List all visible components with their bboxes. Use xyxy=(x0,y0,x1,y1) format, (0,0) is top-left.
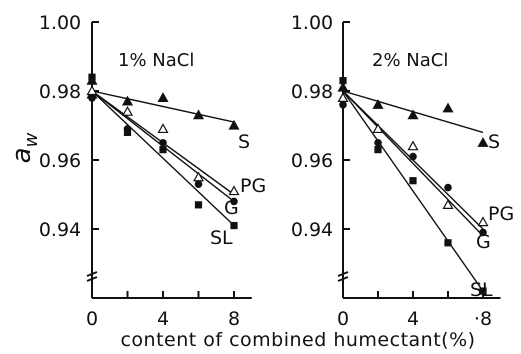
panel-2-point-g xyxy=(374,138,382,147)
panel-1-point-sl xyxy=(123,128,132,136)
panel-1-point-pg xyxy=(228,185,240,196)
panel-2-x-tick-label: ·8 xyxy=(474,308,492,330)
panel-2-point-s xyxy=(477,137,489,147)
panel-1-point-g xyxy=(88,94,96,102)
panel-1-y-tick-label: 0.98 xyxy=(39,81,81,103)
panel-1-series-label-g: G xyxy=(224,197,239,219)
panel-1-point-sl xyxy=(194,201,203,209)
panel-1-fit-line-sl xyxy=(91,90,235,227)
panel-1-x-tick-label: 8 xyxy=(228,308,240,330)
panel-1-point-s xyxy=(228,119,240,130)
panel-1-y-tick-label: 0.96 xyxy=(39,150,81,172)
panel-1-series-label-pg: PG xyxy=(240,175,266,197)
panel-1-point-s xyxy=(121,95,134,106)
panel-1-series-label-s: S xyxy=(238,131,250,153)
panel-2: 0.94 0.96 0.98 1.00 0 4 ·8 S PG G SL 2% NaCl xyxy=(291,12,514,330)
panel-1-point-pg xyxy=(121,105,134,116)
panel-1-point-s xyxy=(192,109,205,120)
panel-2-point-pg xyxy=(407,140,419,151)
panel-2-point-s xyxy=(337,81,349,92)
panel-2-series-label-pg: PG xyxy=(488,203,514,225)
panel-1-y-tick-label: 1.00 xyxy=(39,12,81,34)
panel-1-plot-area: 0.94 0.96 0.98 1.00 0 4 8 S PGG SL xyxy=(39,12,266,330)
panel-2-point-pg xyxy=(372,123,384,134)
panel-2-title: 2% NaCl xyxy=(372,50,448,71)
panel-2-point-s xyxy=(407,109,419,120)
panel-2-series-label-s: S xyxy=(488,131,500,153)
panel-1-point-g xyxy=(194,180,203,188)
panel-2-axis-break-mark xyxy=(337,276,349,282)
panel-1-axis-break-mark xyxy=(86,276,98,282)
panel-1-point-sl xyxy=(230,221,238,230)
panel-1-fit-line-s xyxy=(91,90,235,123)
panel-2-point-sl xyxy=(409,177,417,185)
panel-1-title: 1% NaCl xyxy=(118,50,194,71)
panel-2-point-g xyxy=(444,183,452,192)
panel-1-point-pg xyxy=(157,123,169,134)
panel-1-x-tick-label: 0 xyxy=(86,308,98,330)
panel-2-y-tick-label: 0.98 xyxy=(291,81,333,103)
panel-1-point-g xyxy=(230,197,238,206)
panel-2-y-tick-label: 0.96 xyxy=(291,150,333,172)
panel-2-point-s xyxy=(372,99,384,109)
panel-1: 0.94 0.96 0.98 1.00 0 4 8 S PGG SL 1% NaCl xyxy=(39,12,266,330)
panel-1-y-tick-label: 0.94 xyxy=(39,219,81,241)
panel-2-point-pg xyxy=(477,216,489,227)
panel-2-x-tick-label: 4 xyxy=(407,308,419,330)
panel-2-point-g xyxy=(339,101,347,109)
panel-2-point-g xyxy=(479,228,487,237)
panel-2-series-label-g: G xyxy=(476,231,491,253)
panel-2-point-s xyxy=(442,102,454,113)
panel-1-point-sl xyxy=(88,73,96,81)
panel-1-point-g xyxy=(159,138,167,147)
panel-2-y-tick-label: 1.00 xyxy=(291,12,333,34)
panel-2-fit-line-sl xyxy=(342,90,484,292)
panel-2-point-g xyxy=(409,152,417,161)
panel-2-fit-line-g xyxy=(342,90,484,237)
panel-1-point-sl xyxy=(159,146,167,154)
panel-2-axis-break-mark xyxy=(337,271,349,277)
panel-2-point-sl xyxy=(339,77,347,85)
panel-2-y-tick-label: 0.94 xyxy=(291,219,333,241)
panel-1-point-s xyxy=(157,92,169,103)
x-axis-title: content of combined humectant(%) xyxy=(120,329,475,351)
panel-1-x-tick-label: 4 xyxy=(157,308,169,330)
panel-1-axis-break-mark xyxy=(86,271,98,277)
y-axis-title: aw xyxy=(7,132,42,163)
panel-2-point-sl xyxy=(479,287,487,295)
panel-2-plot-area: 0.94 0.96 0.98 1.00 0 4 ·8 S PG G SL xyxy=(291,12,514,330)
panel-2-series-label-sl: SL xyxy=(470,279,493,301)
panel-2-x-tick-label: 0 xyxy=(337,308,349,330)
panel-2-point-sl xyxy=(374,146,382,154)
panel-1-series-label-sl: SL xyxy=(210,227,233,249)
panel-2-point-pg xyxy=(442,199,454,209)
panel-2-point-sl xyxy=(444,239,452,247)
